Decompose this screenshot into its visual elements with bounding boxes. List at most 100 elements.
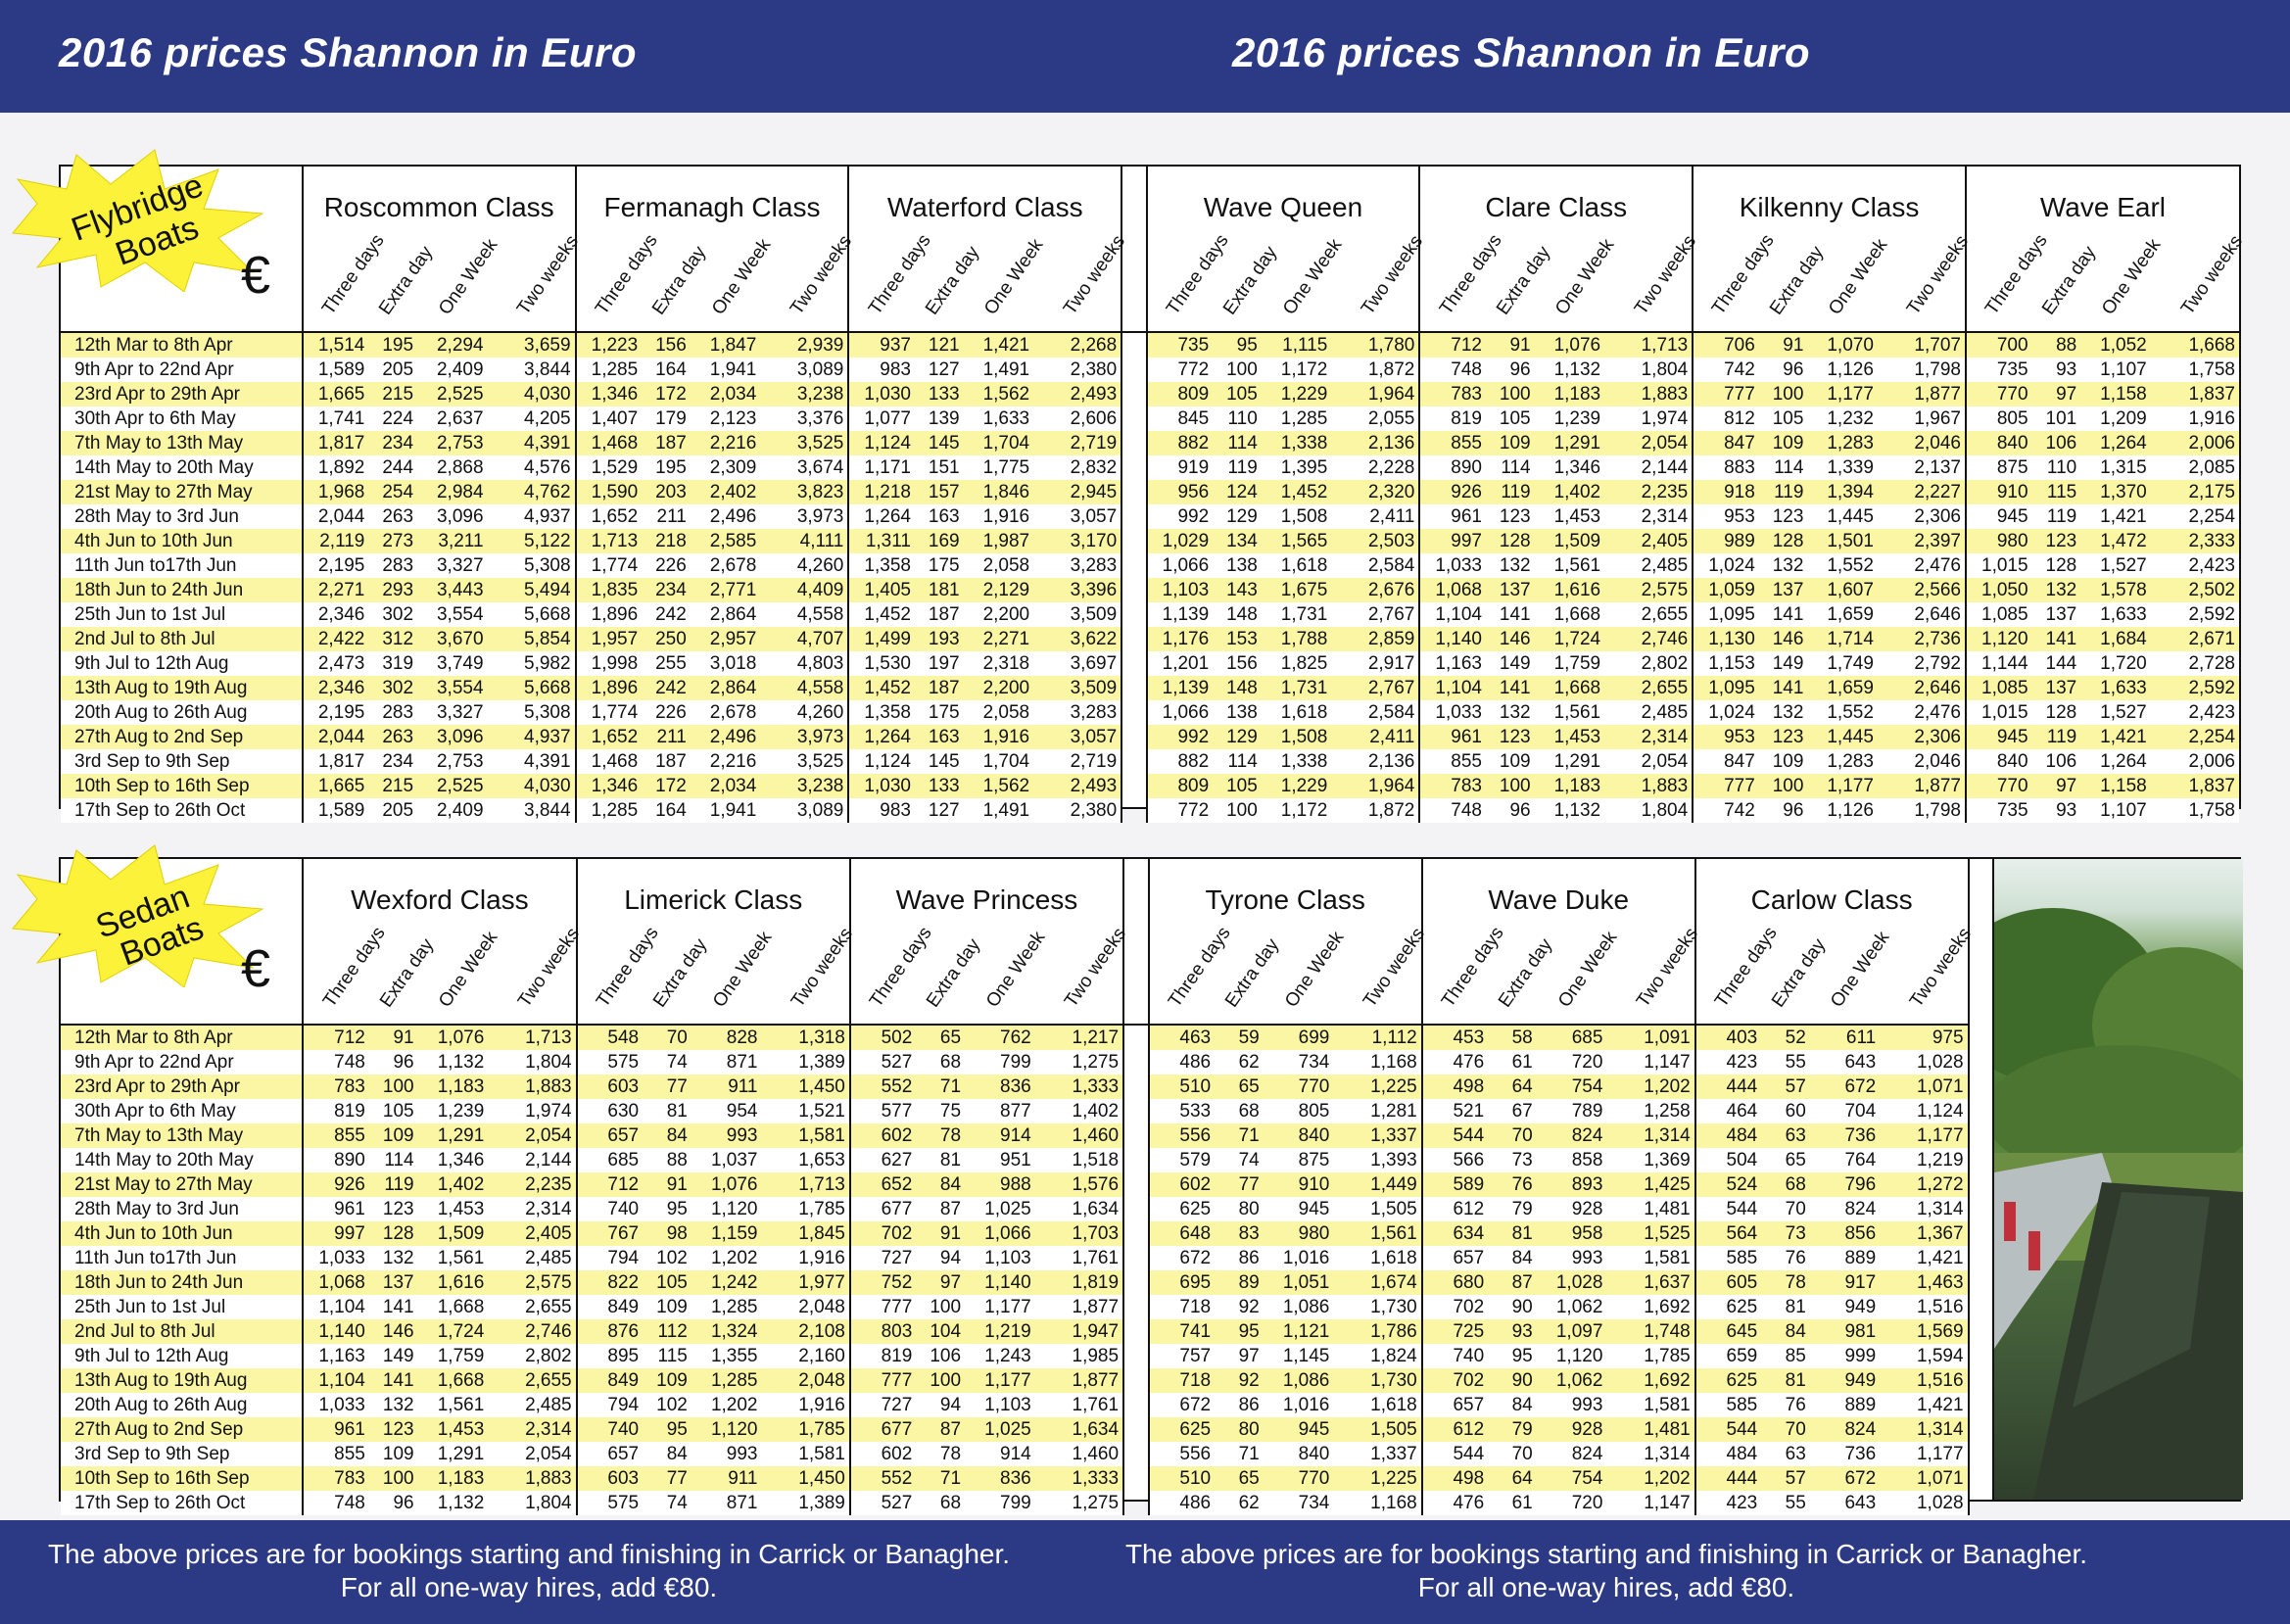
price-cell: 141 xyxy=(1485,676,1535,700)
price-cell: 836 xyxy=(965,1466,1035,1491)
price-cell: 1,837 xyxy=(2150,774,2239,798)
price-cell: 100 xyxy=(1213,798,1262,823)
price-cell: 949 xyxy=(1809,1368,1881,1393)
flybridge-badge: Flybridge Boats xyxy=(8,145,302,292)
price-cell: 1,713 xyxy=(761,1172,850,1197)
price-cell: 1,264 xyxy=(2080,431,2151,455)
price-cell: 195 xyxy=(368,331,418,358)
price-cell: 3,659 xyxy=(487,331,576,358)
price-cell: 2,753 xyxy=(417,431,488,455)
price-cell: 735 xyxy=(1145,331,1214,358)
price-cell: 211 xyxy=(642,725,691,749)
price-cell: 91 xyxy=(916,1221,966,1246)
table-row: 20th Aug to 26th Aug 1,033 132 1,561 2,485 79… xyxy=(61,1393,2239,1417)
price-cell: 847 xyxy=(1692,431,1759,455)
price-cell: 605 xyxy=(1694,1270,1762,1295)
price-cell: 79 xyxy=(1488,1417,1537,1442)
price-cell: 3,283 xyxy=(1033,553,1122,578)
price-cell: 302 xyxy=(368,676,418,700)
price-cell: 484 xyxy=(1694,1442,1762,1466)
price-cell: 92 xyxy=(1215,1368,1264,1393)
price-cell: 2,655 xyxy=(1604,602,1694,627)
price-cell: 1,337 xyxy=(1333,1442,1422,1466)
price-cell: 1,665 xyxy=(301,382,369,406)
price-cell: 498 xyxy=(1420,1466,1489,1491)
price-cell: 1,086 xyxy=(1263,1295,1334,1319)
price-cell: 250 xyxy=(642,627,691,651)
price-cell: 1,637 xyxy=(1606,1270,1695,1295)
price-cell: 2,493 xyxy=(1033,382,1122,406)
price-cell: 2,584 xyxy=(1331,553,1420,578)
price-cell: 2,584 xyxy=(1331,700,1420,725)
price-cell: 700 xyxy=(1964,331,2032,358)
price-cell: 423 xyxy=(1694,1491,1762,1515)
price-table: Roscommon Class Fermanagh Class Waterford … xyxy=(61,167,2247,823)
price-cell: 2,917 xyxy=(1331,651,1420,676)
price-cell: 2,411 xyxy=(1331,725,1420,749)
price-cell: 1,468 xyxy=(574,431,643,455)
price-cell: 1,103 xyxy=(965,1246,1035,1270)
price-cell: 1,659 xyxy=(1807,602,1878,627)
price-cell: 1,804 xyxy=(488,1050,577,1075)
price-cell: 754 xyxy=(1536,1075,1607,1099)
class-name: Wave Queen xyxy=(1145,167,1420,223)
price-cell: 575 xyxy=(575,1050,644,1075)
price-cell: 849 xyxy=(575,1368,644,1393)
price-cell: 2,409 xyxy=(417,358,488,382)
price-cell: 2,058 xyxy=(963,553,1034,578)
price-cell: 2,496 xyxy=(690,504,761,529)
price-cell: 123 xyxy=(1758,504,1808,529)
price-cell: 1,957 xyxy=(574,627,643,651)
price-cell: 1,481 xyxy=(1606,1197,1695,1221)
price-cell: 1,124 xyxy=(847,749,915,774)
price-cell: 119 xyxy=(2031,504,2081,529)
price-cell: 1,450 xyxy=(761,1466,850,1491)
price-cell: 953 xyxy=(1692,504,1759,529)
price-cell: 106 xyxy=(2031,431,2081,455)
date-range: 25th Jun to 1st Jul xyxy=(61,1295,304,1319)
price-cell: 770 xyxy=(1964,774,2032,798)
price-cell: 2,746 xyxy=(488,1319,577,1344)
class-name: Clare Class xyxy=(1418,167,1694,223)
price-cell: 123 xyxy=(368,1417,418,1442)
price-cell: 2,592 xyxy=(2150,602,2239,627)
price-cell: 3,973 xyxy=(760,725,849,749)
price-cell: 1,339 xyxy=(1807,455,1878,480)
price-cell: 1,177 xyxy=(1807,774,1878,798)
price-cell: 1,124 xyxy=(1880,1099,1969,1123)
price-cell: 100 xyxy=(1758,382,1808,406)
price-cell: 2,409 xyxy=(417,798,488,823)
price-cell: 911 xyxy=(691,1075,762,1099)
price-cell: 283 xyxy=(368,553,418,578)
price-cell: 119 xyxy=(2031,725,2081,749)
price-cell: 175 xyxy=(914,553,964,578)
price-cell: 1,029 xyxy=(1145,529,1214,553)
price-cell: 91 xyxy=(1758,331,1808,358)
price-cell: 2,006 xyxy=(2150,749,2239,774)
price-cell: 748 xyxy=(302,1050,369,1075)
price-cell: 803 xyxy=(848,1319,917,1344)
price-cell: 1,759 xyxy=(1534,651,1605,676)
price-cell: 302 xyxy=(368,602,418,627)
price-cell: 648 xyxy=(1147,1221,1216,1246)
price-cell: 105 xyxy=(1213,382,1262,406)
price-cell: 1,516 xyxy=(1880,1368,1969,1393)
price-cell: 1,070 xyxy=(1807,331,1878,358)
price-cell: 1,285 xyxy=(574,798,643,823)
price-cell: 2,655 xyxy=(1604,676,1694,700)
price-cell: 890 xyxy=(302,1148,369,1172)
price-cell: 1,785 xyxy=(761,1417,850,1442)
price-cell: 1,016 xyxy=(1263,1246,1334,1270)
price-cell: 1,731 xyxy=(1261,676,1332,700)
price-cell: 1,472 xyxy=(2080,529,2151,553)
price-cell: 100 xyxy=(368,1466,418,1491)
price-cell: 3,749 xyxy=(417,651,488,676)
price-cell: 2,646 xyxy=(1877,676,1966,700)
price-cell: 840 xyxy=(1263,1123,1334,1148)
date-range: 27th Aug to 2nd Sep xyxy=(61,1417,304,1442)
price-cell: 1,514 xyxy=(301,331,369,358)
price-cell: 1,505 xyxy=(1333,1417,1422,1442)
price-cell: 293 xyxy=(368,578,418,602)
price-cell: 1,402 xyxy=(1534,480,1605,504)
table-row: 14th May to 20th May 1,892 244 2,868 4,576 1,… xyxy=(61,455,2239,480)
